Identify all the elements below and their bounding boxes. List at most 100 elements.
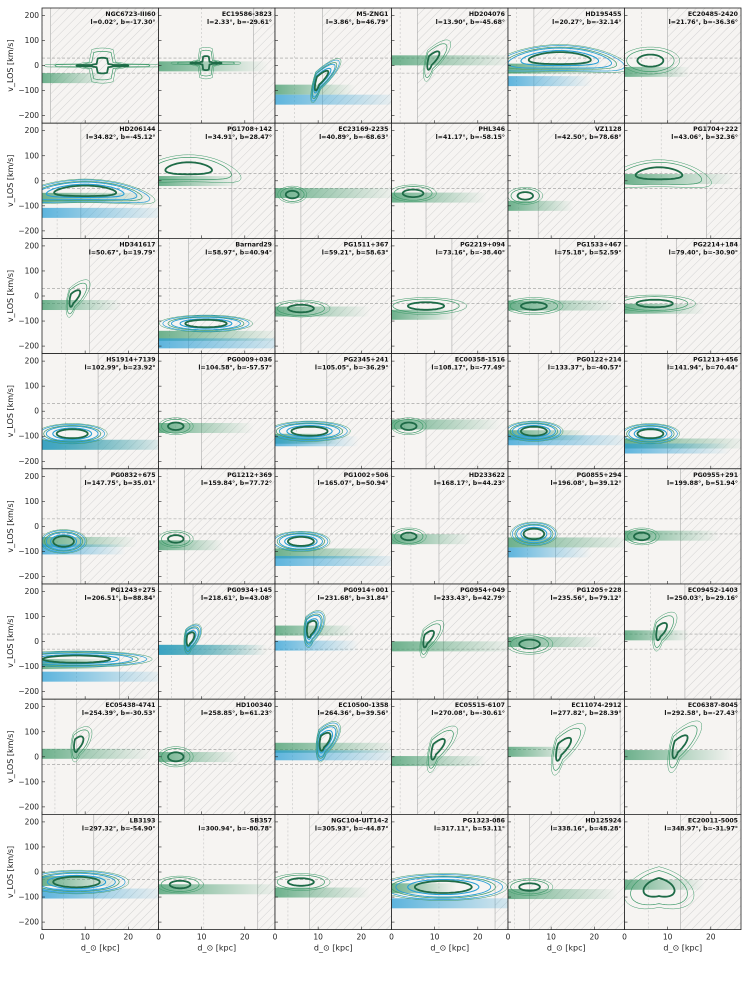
panel-coordinates: l=199.88°, b=51.94°: [667, 479, 738, 487]
y-tick-label: 100: [25, 612, 40, 621]
panel-coordinates: l=3.86°, b=46.79°: [326, 18, 388, 26]
density-contour: [42, 872, 116, 892]
density-contour: [183, 623, 202, 655]
density-contour: [42, 423, 105, 444]
velocity-band: [391, 419, 502, 430]
panel-star-name: PG1511+367: [344, 241, 389, 248]
x-tick-label: 10: [430, 933, 440, 942]
density-contour: [624, 296, 689, 311]
density-contour: [550, 723, 586, 776]
density-contour: [624, 527, 660, 546]
panel-star-name: PHL346: [478, 126, 505, 133]
density-contour: [167, 751, 185, 763]
panel-coordinates: l=292.58°, b=-27.43°: [664, 709, 738, 717]
y-tick-label: 100: [25, 151, 40, 160]
density-contour: [514, 523, 554, 544]
density-contour: [391, 417, 427, 435]
density-contour: [509, 298, 558, 314]
panel-coordinates: l=235.56°, b=79.12°: [550, 594, 621, 602]
density-contour: [508, 421, 562, 441]
y-tick-label: 200: [25, 11, 40, 20]
density-contour: [401, 188, 425, 199]
density-contour: [311, 62, 338, 100]
y-tick-label: −200: [18, 687, 39, 696]
x-tick-label: 20: [240, 933, 250, 942]
density-contour: [316, 724, 338, 759]
density-contour: [428, 729, 454, 769]
y-axis-label: v_LOS [km/s]: [6, 385, 15, 437]
density-contour: [42, 181, 138, 201]
panel-coordinates: l=297.32°, b=-54.90°: [82, 824, 156, 832]
panel-coordinates: l=348.97°, b=-31.97°: [664, 824, 738, 832]
velocity-band: [42, 544, 126, 555]
density-contour: [304, 613, 323, 645]
density-contour: [275, 531, 329, 552]
panel-star-name: PG0954+049: [460, 587, 505, 594]
panel-star-name: EC23169-2235: [338, 126, 388, 133]
density-contour: [42, 178, 156, 205]
density-contour: [275, 873, 331, 891]
density-contour: [160, 877, 200, 892]
panel-star-name: EC05438-4741: [105, 702, 155, 709]
density-contour: [518, 882, 541, 892]
x-tick-label: 20: [706, 933, 716, 942]
density-contour: [45, 183, 125, 198]
panel-star-name: HD233622: [469, 472, 505, 479]
x-axis-label: d_⊙ [kpc]: [314, 944, 353, 953]
panel-coordinates: l=59.21°, b=58.63°: [322, 248, 389, 256]
density-contour: [53, 184, 118, 198]
density-contour: [626, 49, 675, 72]
velocity-band: [624, 303, 705, 314]
y-axis-label: v_LOS [km/s]: [6, 846, 15, 898]
density-contour: [286, 536, 315, 547]
hatched-region: [326, 353, 392, 469]
density-contour: [624, 294, 696, 313]
panel-coordinates: l=50.67°, b=19.79°: [89, 248, 156, 256]
density-contour: [68, 289, 82, 308]
velocity-band: [624, 630, 690, 641]
density-contour: [426, 725, 458, 773]
density-contour: [413, 880, 473, 894]
y-axis-label: v_LOS [km/s]: [6, 615, 15, 667]
density-contour: [305, 619, 318, 639]
y-tick-label: −100: [18, 893, 39, 902]
hatched-region: [50, 8, 159, 124]
panel-star-name: PG0009+036: [227, 357, 272, 364]
panel-coordinates: l=2.33°, b=-29.61°: [207, 18, 272, 26]
density-contour: [42, 652, 134, 666]
density-contour: [184, 626, 200, 652]
x-tick-label: 10: [663, 933, 673, 942]
y-tick-label: −200: [18, 342, 39, 351]
velocity-band: [275, 640, 359, 651]
y-tick-label: −100: [18, 86, 39, 95]
velocity-band: [624, 438, 741, 449]
density-contour: [42, 872, 120, 893]
y-tick-label: −100: [18, 662, 39, 671]
density-contour: [430, 738, 446, 761]
x-tick-label: 0: [40, 933, 45, 942]
density-contour: [170, 47, 242, 80]
density-contour: [284, 189, 300, 200]
density-contour: [50, 534, 78, 549]
density-contour: [183, 624, 202, 654]
velocity-band: [158, 752, 239, 763]
density-contour: [508, 187, 543, 205]
density-contour: [407, 878, 480, 896]
hatched-region: [193, 584, 275, 700]
density-contour: [189, 55, 223, 71]
density-contour: [508, 45, 625, 72]
velocity-band: [391, 641, 508, 652]
y-tick-label: 100: [25, 266, 40, 275]
y-tick-label: 100: [25, 842, 40, 851]
panel-star-name: NGC6723-III60: [105, 11, 156, 18]
